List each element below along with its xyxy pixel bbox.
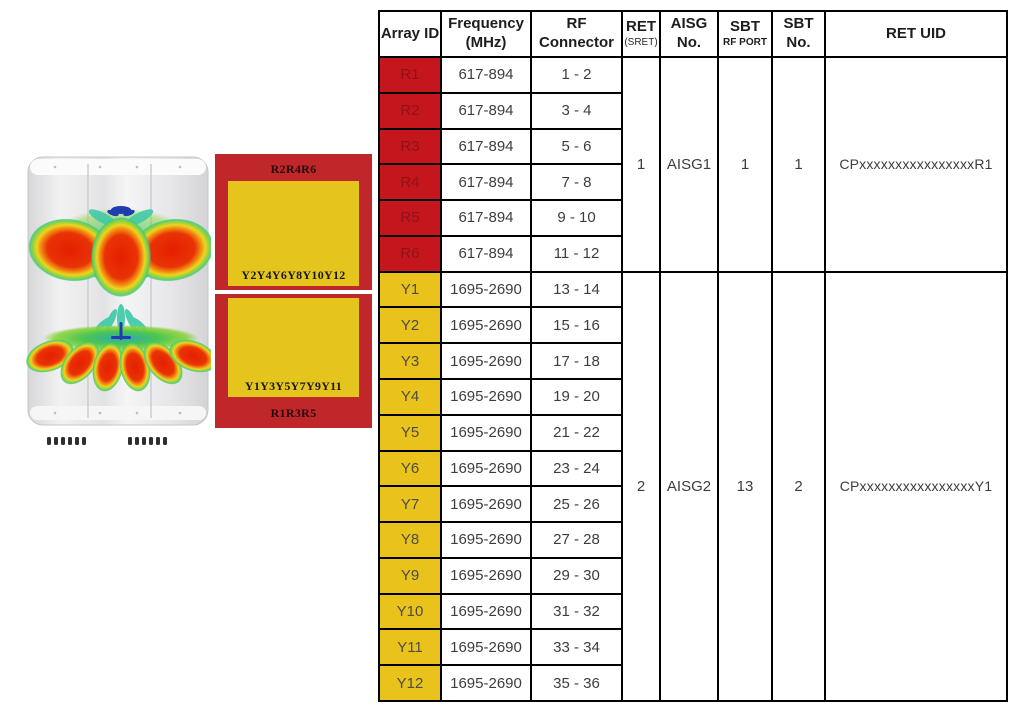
frequency-cell: 1695-2690	[442, 308, 530, 343]
frequency-cell: 617-894	[442, 58, 530, 92]
rf-connector-cell: 21 - 22	[532, 415, 621, 450]
array-id-cell: Y1	[380, 272, 440, 307]
array-id-cell: Y4	[380, 380, 440, 414]
sbt-no-group2: 2	[773, 272, 824, 700]
diagram-label-y-even: Y2Y4Y6Y8Y10Y12	[241, 268, 346, 282]
frequency-cell: 1695-2690	[442, 666, 530, 700]
frequency-cell: 1695-2690	[442, 630, 530, 665]
frequency-cell: 1695-2690	[442, 451, 530, 486]
header-ret-uid: RET UID	[826, 12, 1006, 56]
frequency-cell: 617-894	[442, 129, 530, 164]
frequency-cell: 1695-2690	[442, 380, 530, 414]
array-id-cell: Y8	[380, 523, 440, 557]
rf-connector-cell: 7 - 8	[532, 165, 621, 200]
rf-connector-cell: 17 - 18	[532, 344, 621, 378]
rf-connector-cell: 13 - 14	[532, 272, 621, 307]
aisg-no-group2: AISG2	[661, 272, 717, 700]
antenna-photo	[25, 152, 218, 452]
ret-value-group2: 2	[623, 272, 659, 700]
rf-connector-cell: 23 - 24	[532, 451, 621, 486]
frequency-cell: 1695-2690	[442, 558, 530, 593]
rf-connector-cell: 25 - 26	[532, 487, 621, 522]
frequency-cell: 1695-2690	[442, 272, 530, 307]
antenna-image	[25, 156, 218, 445]
header-ret: RET (SRET)	[623, 12, 659, 56]
ret-uid-group2: CPxxxxxxxxxxxxxxxxY1	[826, 272, 1006, 700]
frequency-cell: 1695-2690	[442, 487, 530, 522]
header-aisg-no: AISG No.	[661, 12, 717, 56]
rf-connector-cell: 35 - 36	[532, 666, 621, 700]
array-id-cell: R6	[380, 236, 440, 271]
array-diagram-bottom: Y1Y3Y5Y7Y9Y11 R1R3R5	[215, 294, 372, 428]
diagram-label-r2r4r6: R2R4R6	[270, 162, 317, 176]
rf-connector-cell: 9 - 10	[532, 201, 621, 235]
array-diagram-bottom-yellow: Y1Y3Y5Y7Y9Y11	[228, 298, 359, 397]
array-id-cell: R1	[380, 58, 440, 92]
array-id-cell: Y10	[380, 594, 440, 629]
array-id-cell: Y5	[380, 415, 440, 450]
rf-connectors	[47, 437, 167, 445]
high-band-radiation-pattern	[25, 304, 218, 392]
array-id-cell: R4	[380, 165, 440, 200]
rf-connector-cell: 19 - 20	[532, 380, 621, 414]
rf-connector-cell: 11 - 12	[532, 236, 621, 271]
frequency-cell: 617-894	[442, 165, 530, 200]
array-id-cell: Y6	[380, 451, 440, 486]
rf-connector-cell: 5 - 6	[532, 129, 621, 164]
sbt-rf-port-group2: 13	[719, 272, 771, 700]
sbt-rf-port-group1: 1	[719, 58, 771, 271]
rf-connector-cell: 15 - 16	[532, 308, 621, 343]
frequency-cell: 1695-2690	[442, 594, 530, 629]
array-id-cell: Y11	[380, 630, 440, 665]
rf-connector-cell: 33 - 34	[532, 630, 621, 665]
array-id-cell: R2	[380, 93, 440, 128]
rf-connector-cell: 29 - 30	[532, 558, 621, 593]
array-id-cell: Y3	[380, 344, 440, 378]
frequency-cell: 617-894	[442, 201, 530, 235]
diagram-label-r1r3r5: R1R3R5	[270, 406, 317, 420]
frequency-cell: 1695-2690	[442, 415, 530, 450]
frequency-cell: 1695-2690	[442, 344, 530, 378]
ret-configuration-table: Array ID Frequency (MHz) RF Connector RET(…	[378, 10, 1008, 702]
array-id-cell: Y7	[380, 487, 440, 522]
header-sbt-rf-port: SBT RF PORT	[719, 12, 771, 56]
header-frequency: Frequency (MHz)	[442, 12, 530, 56]
sbt-no-group1: 1	[773, 58, 824, 271]
array-diagram-top: R2R4R6 Y2Y4Y6Y8Y10Y12	[215, 154, 372, 290]
frequency-cell: 617-894	[442, 236, 530, 271]
array-id-cell: R3	[380, 129, 440, 164]
array-id-cell: R5	[380, 201, 440, 235]
array-id-cell: Y9	[380, 558, 440, 593]
header-sbt-no: SBT No.	[773, 12, 824, 56]
frequency-cell: 617-894	[442, 93, 530, 128]
array-id-cell: Y12	[380, 666, 440, 700]
ret-uid-group1: CPxxxxxxxxxxxxxxxxR1	[826, 58, 1006, 271]
ret-value-group1: 1	[623, 58, 659, 271]
array-diagram-top-yellow: Y2Y4Y6Y8Y10Y12	[228, 181, 359, 286]
diagram-label-y-odd: Y1Y3Y5Y7Y9Y11	[244, 379, 343, 393]
aisg-no-group1: AISG1	[661, 58, 717, 271]
array-id-cell: Y2	[380, 308, 440, 343]
low-band-radiation-pattern	[28, 206, 214, 297]
rf-connector-cell: 1 - 2	[532, 58, 621, 92]
rf-connector-cell: 27 - 28	[532, 523, 621, 557]
header-array-id: Array ID	[380, 12, 440, 56]
header-rf-connector: RF Connector	[532, 12, 621, 56]
rf-connector-cell: 31 - 32	[532, 594, 621, 629]
frequency-cell: 1695-2690	[442, 523, 530, 557]
rf-connector-cell: 3 - 4	[532, 93, 621, 128]
